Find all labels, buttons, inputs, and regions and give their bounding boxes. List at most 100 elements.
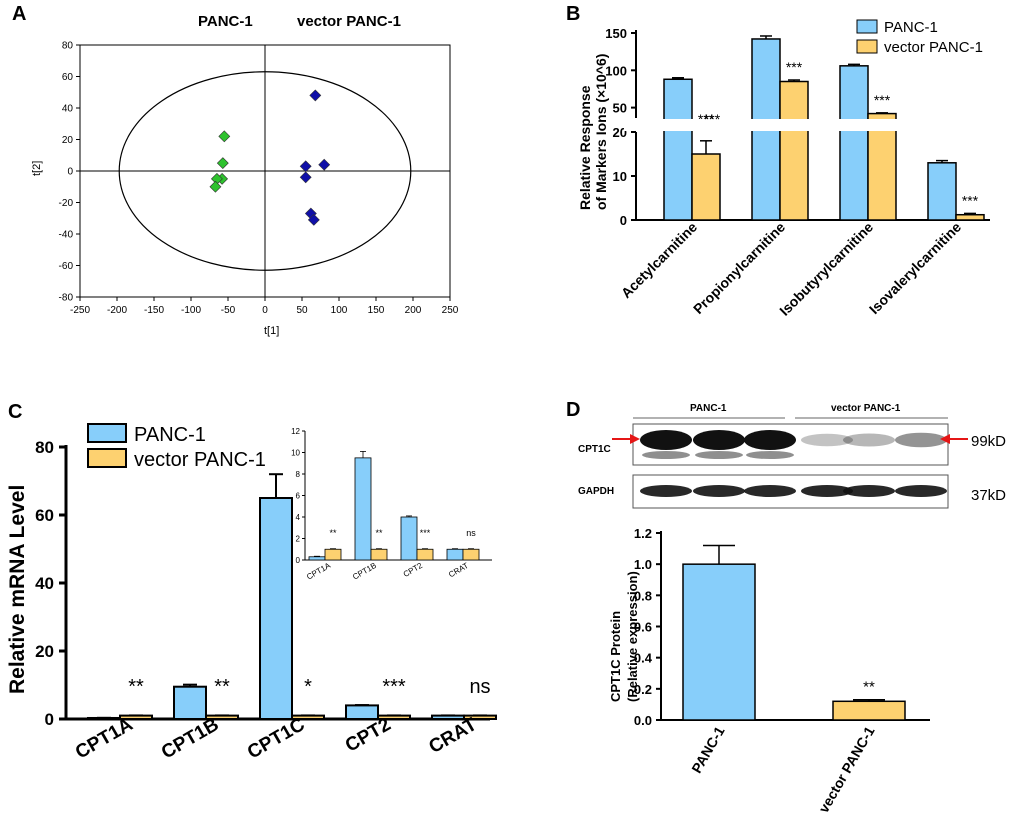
- category-label: PANC-1: [688, 723, 728, 775]
- significance-marker: ***: [382, 676, 406, 698]
- scatter-point-vector: [318, 158, 331, 171]
- y-tick-label: 0: [45, 710, 54, 729]
- y-tick-label: 100: [605, 63, 627, 78]
- bar-vector: [779, 80, 809, 221]
- inset-y-tick-label: 4: [296, 513, 301, 522]
- y-tick-label: 20: [613, 125, 627, 140]
- y-tick-label: 20: [35, 642, 54, 661]
- legend: PANC-1 vector PANC-1: [87, 423, 266, 471]
- inset-category-label: CPT1B: [351, 561, 378, 582]
- red-arrow-left: [612, 434, 640, 444]
- y-tick-label: 0.0: [634, 713, 652, 728]
- inset-bar-vector: [370, 548, 388, 561]
- group-label-panc1: PANC-1: [198, 13, 253, 30]
- inset-y-tick-label: 0: [296, 556, 301, 565]
- blot-band-cpt1c: [693, 430, 745, 450]
- category-label: CPT1B: [158, 714, 222, 763]
- x-tick-label: -200: [107, 305, 127, 316]
- scatter-point-panc1: [218, 130, 231, 143]
- bar-vector: [691, 153, 721, 221]
- x-tick-label: 200: [405, 305, 422, 316]
- category-label: Isovalerylcarnitine: [866, 219, 964, 317]
- blot-band-gapdh: [801, 485, 853, 497]
- blot-band-cpt1c-lower: [642, 451, 690, 459]
- inset-significance-marker: ns: [466, 528, 476, 538]
- bar-vector: [867, 112, 897, 221]
- category-label: CRAT: [426, 714, 481, 758]
- x-tick-label: -250: [70, 305, 90, 316]
- blot-row-label-gapdh: GAPDH: [578, 486, 614, 497]
- y-tick-label: 20: [62, 135, 74, 146]
- legend-label-vector: vector PANC-1: [884, 39, 983, 56]
- inset-y-tick-label: 12: [291, 427, 300, 436]
- inset-significance-marker: ***: [420, 528, 431, 538]
- significance-marker: **: [214, 676, 230, 698]
- category-label: Isobutyrylcarnitine: [776, 219, 876, 319]
- bar-vector: [955, 213, 985, 221]
- inset-bar-panc1: [446, 548, 464, 561]
- y-tick-label: 40: [35, 574, 54, 593]
- significance-marker: ns: [469, 676, 490, 698]
- y-tick-label: -40: [59, 230, 74, 241]
- axis-break-band: [624, 119, 990, 131]
- y-tick-label: -20: [59, 198, 74, 209]
- significance-marker: ***: [962, 192, 979, 208]
- y-axis-label-line1: CPT1C Protein: [608, 611, 623, 702]
- y-axis-label: t[2]: [31, 161, 43, 176]
- blot-group-label-vector: vector PANC-1: [831, 403, 901, 414]
- inset-y-tick-label: 8: [296, 470, 301, 479]
- blot-band-gapdh: [843, 485, 895, 497]
- bar-panc1: [173, 685, 207, 721]
- y-tick-label: 0.8: [634, 588, 652, 603]
- y-tick-label: 10: [613, 169, 627, 184]
- category-label: Acetylcarnitine: [618, 219, 700, 301]
- x-tick-label: -150: [144, 305, 164, 316]
- inset-category-label: CPT1A: [305, 561, 332, 582]
- inset-bar-panc1: [308, 556, 326, 561]
- y-tick-label: 1.2: [634, 526, 652, 541]
- western-blot: PANC-1 vector PANC-1 CPT1C GAPDH 99kD 37…: [578, 403, 1006, 509]
- x-axis-label: t[1]: [264, 325, 279, 337]
- inset-chart: 0 2 4 6 8 10 12 ** CPT1A ** CPT1B *** CPT2 ns CRAT: [291, 427, 492, 582]
- significance-marker: ***: [786, 59, 803, 75]
- inset-y-tick-label: 2: [296, 535, 301, 544]
- y-tick-label: 60: [62, 72, 74, 83]
- red-arrow-right: [940, 434, 968, 444]
- significance-marker: ***: [874, 92, 891, 108]
- x-tick-label: 150: [368, 305, 385, 316]
- panel-letter-c: C: [8, 401, 22, 423]
- category-label: Propionylcarnitine: [690, 219, 788, 317]
- scatter-point-vector: [307, 213, 320, 226]
- y-tick-label: 0: [67, 167, 73, 178]
- y-axis-label-line1: Relative Response: [577, 85, 593, 210]
- scatter-point-vector: [309, 89, 322, 102]
- legend-swatch-vector: [87, 448, 127, 468]
- inset-bar-vector: [416, 548, 434, 561]
- panel-letter-a: A: [12, 3, 26, 25]
- inset-y-tick-label: 6: [296, 492, 301, 501]
- panel-d-western-blot-and-bar: PANC-1 vector PANC-1 CPT1C GAPDH 99kD 37…: [578, 403, 1006, 815]
- y-tick-label: 0.6: [634, 620, 652, 635]
- inset-category-label: CRAT: [447, 561, 470, 579]
- y-axis-label: Relative mRNA Level: [6, 485, 29, 694]
- x-tick-label: 250: [442, 305, 459, 316]
- panel-a-scatter: PANC-1 vector PANC-1 -250 -200 -150 -100 -50…: [31, 13, 459, 337]
- scatter-point-vector: [299, 171, 312, 184]
- panel-letter-b: B: [566, 3, 580, 25]
- significance-marker-acetyl: ***: [704, 111, 721, 127]
- blot-band-gapdh: [744, 485, 796, 497]
- y-tick-label: 80: [35, 438, 54, 457]
- confidence-ellipse: [118, 71, 412, 271]
- x-tick-label: 50: [296, 305, 308, 316]
- blot-band-gapdh: [640, 485, 692, 497]
- size-label-99kd: 99kD: [971, 433, 1006, 450]
- y-tick-label: 50: [613, 101, 627, 116]
- blot-band-cpt1c-lower: [746, 451, 794, 459]
- scatter-point-vector: [299, 160, 312, 173]
- y-tick-label: 40: [62, 104, 74, 115]
- legend-swatch-vector: [856, 39, 878, 54]
- y-axis-label-line2: of Markers Ions (×10^6): [593, 54, 609, 210]
- y-tick-label: 80: [62, 41, 74, 52]
- x-tick-label: 0: [262, 305, 268, 316]
